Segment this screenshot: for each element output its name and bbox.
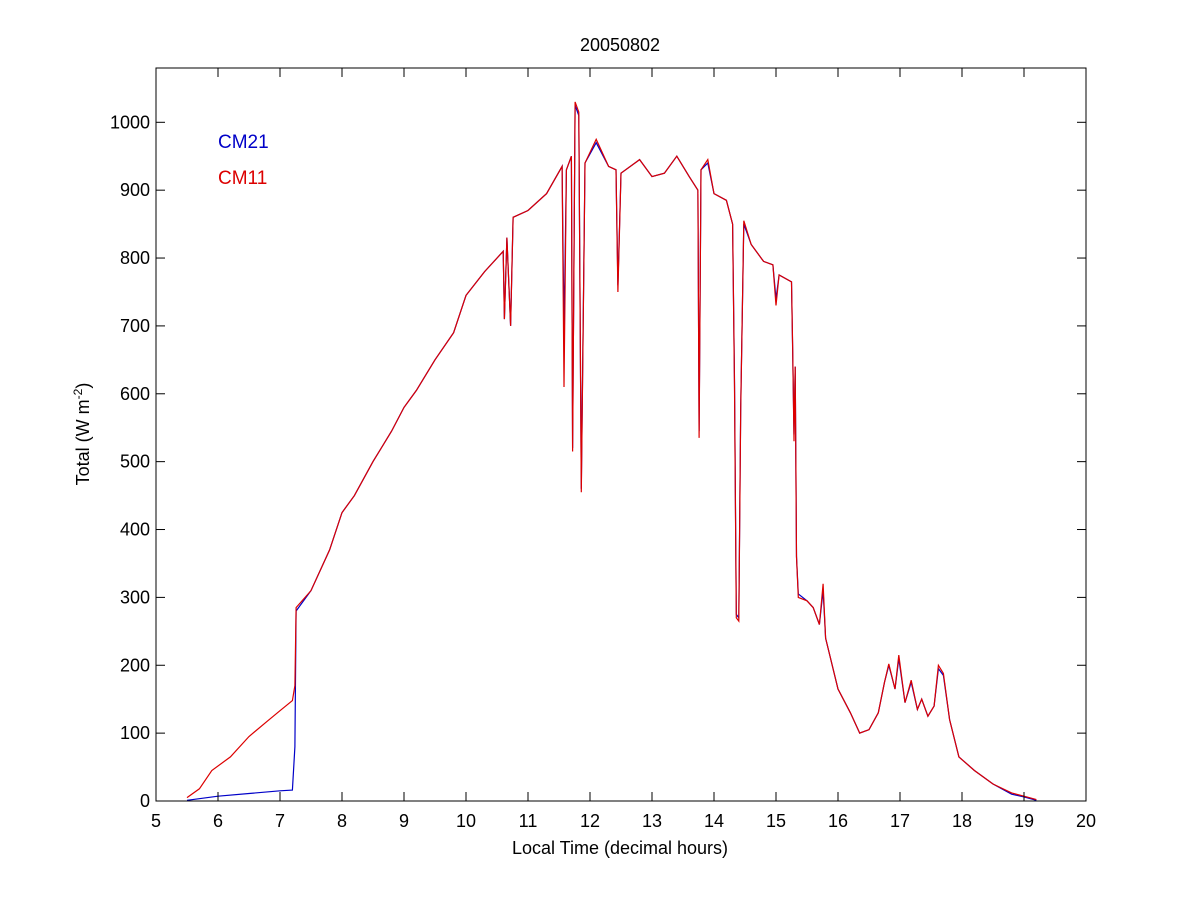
y-axis: 0 100 200 300 400 500 600 700 800 900 1000	[110, 112, 1086, 811]
y-tick-label: 500	[120, 452, 150, 472]
x-tick-label: 11	[519, 811, 538, 831]
y-tick-label: 800	[120, 248, 150, 268]
x-tick-label: 13	[642, 811, 662, 831]
x-tick-label: 17	[890, 811, 910, 831]
y-tick-label: 300	[120, 587, 150, 607]
y-axis-label: Total (W m-2)	[71, 383, 93, 486]
x-tick-label: 20	[1076, 811, 1096, 831]
y-axis-label-close: )	[73, 383, 93, 389]
plot-frame	[155, 67, 1087, 802]
x-tick-label: 18	[952, 811, 972, 831]
legend: CM21 CM11	[218, 132, 269, 189]
y-tick-label: 1000	[110, 112, 150, 132]
y-tick-label: 0	[140, 791, 150, 811]
y-tick-label: 100	[120, 723, 150, 743]
x-tick-label: 6	[213, 811, 223, 831]
y-axis-label-superscript: -2	[71, 388, 85, 399]
legend-entry-cm21: CM21	[218, 132, 269, 153]
x-axis: 5 6 7 8 9 10 11 12 13 14 15 16 17 18 19 20	[151, 68, 1096, 831]
x-tick-label: 8	[337, 811, 347, 831]
x-tick-label: 15	[766, 811, 786, 831]
x-tick-label: 16	[828, 811, 848, 831]
plot-lines	[186, 101, 1037, 801]
x-tick-label: 12	[580, 811, 600, 831]
y-tick-label: 400	[120, 520, 150, 540]
y-tick-label: 900	[120, 180, 150, 200]
y-tick-label: 700	[120, 316, 150, 336]
chart-title: 20050802	[580, 35, 660, 55]
y-axis-label-main: Total (W m	[73, 399, 93, 485]
x-tick-label: 14	[704, 811, 724, 831]
y-tick-label: 600	[120, 384, 150, 404]
x-tick-label: 9	[399, 811, 409, 831]
x-tick-label: 7	[275, 811, 285, 831]
y-tick-label: 200	[120, 655, 150, 675]
x-tick-label: 5	[151, 811, 161, 831]
x-tick-label: 19	[1014, 811, 1034, 831]
x-tick-label: 10	[456, 811, 476, 831]
legend-entry-cm11: CM11	[218, 168, 267, 189]
series-line-cm11	[186, 101, 1037, 801]
x-axis-label: Local Time (decimal hours)	[512, 838, 728, 858]
